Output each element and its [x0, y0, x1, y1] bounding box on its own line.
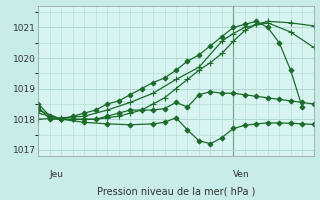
Text: Jeu: Jeu [50, 170, 64, 179]
Text: Ven: Ven [233, 170, 250, 179]
Text: Pression niveau de la mer( hPa ): Pression niveau de la mer( hPa ) [97, 187, 255, 197]
